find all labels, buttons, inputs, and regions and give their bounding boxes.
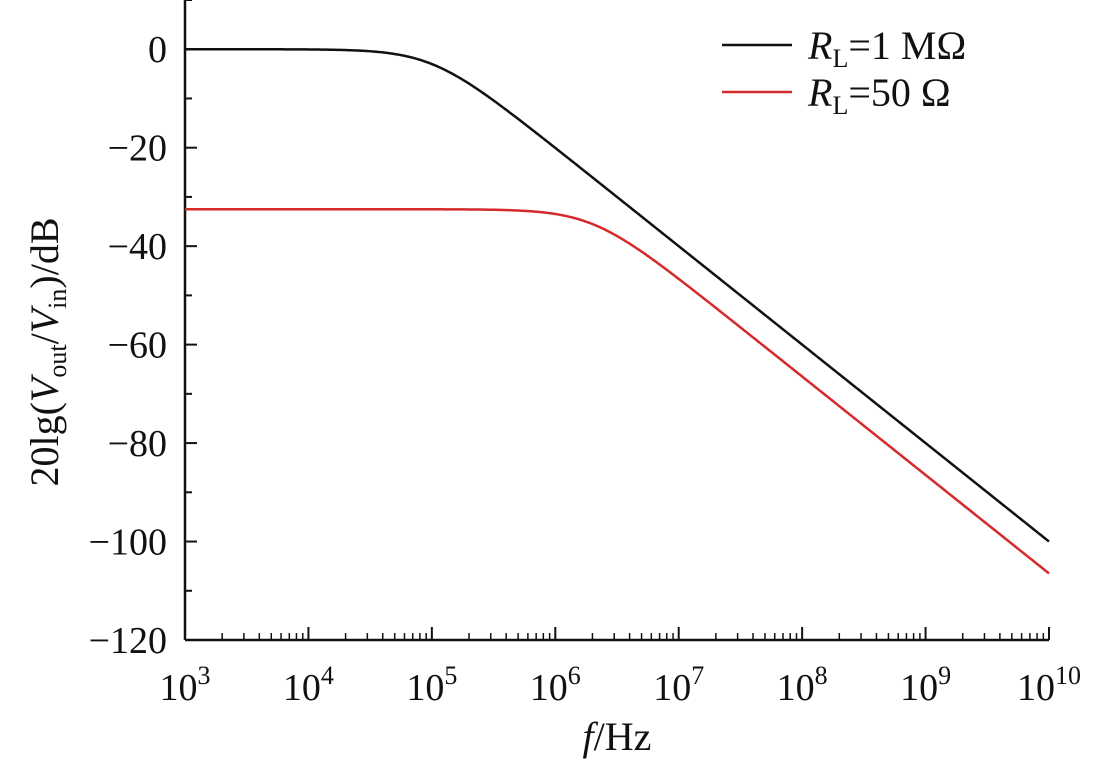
y-tick-label: −40 — [108, 226, 167, 268]
x-tick-exponent: 7 — [691, 661, 704, 690]
y-tick-label: −120 — [89, 620, 167, 662]
x-tick-label: 104 — [283, 661, 334, 709]
y-title-v1: V — [22, 373, 67, 402]
x-tick-label: 108 — [777, 661, 828, 709]
x-axis-title: f/Hz — [583, 714, 652, 759]
y-title-slash: / — [22, 332, 67, 344]
x-tick-exponent: 3 — [198, 661, 211, 690]
x-tick-base: 10 — [653, 667, 691, 709]
x-tick-base: 10 — [406, 667, 444, 709]
x-tick-label: 107 — [653, 661, 704, 709]
y-tick-label: −60 — [108, 325, 167, 367]
x-tick-exponent: 4 — [321, 661, 334, 690]
y-tick-label: 0 — [148, 29, 167, 71]
series-line-rl-1mohm — [185, 47, 1050, 543]
x-tick-base: 10 — [160, 667, 198, 709]
x-tick-labels: 103 104 105 106 107 108 109 1010 — [160, 661, 1082, 709]
y-title-v2: V — [22, 304, 67, 333]
x-tick-label: 103 — [160, 661, 211, 709]
x-tick-exponent: 9 — [938, 661, 951, 690]
y-tick-label: −20 — [108, 128, 167, 170]
x-tick-exponent: 5 — [444, 661, 457, 690]
y-tick-labels: 0 −20 −40 −60 −80 −100 −120 — [89, 29, 167, 662]
y-title-prefix: 20lg( — [22, 402, 67, 486]
x-tick-label: 109 — [900, 661, 951, 709]
x-tick-base: 10 — [900, 667, 938, 709]
legend-1-var: R — [807, 23, 832, 68]
y-title-sub-out: out — [43, 344, 72, 378]
legend-label-rl-50ohm: RL=50 Ω — [807, 70, 951, 120]
axes — [183, 0, 1050, 642]
y-axis-title: 20lg(Vout/Vin)/dB — [22, 217, 72, 486]
legend-1-rest: =1 MΩ — [848, 23, 966, 68]
y-title-suffix: )/dB — [22, 217, 67, 288]
legend-label-rl-1mohm: RL=1 MΩ — [807, 23, 966, 73]
x-tick-base: 10 — [1017, 667, 1055, 709]
x-tick-label: 105 — [406, 661, 457, 709]
x-tick-base: 10 — [530, 667, 568, 709]
y-tick-label: −80 — [108, 423, 167, 465]
x-tick-base: 10 — [777, 667, 815, 709]
x-tick-label: 1010 — [1017, 661, 1081, 709]
series-line-rl-50ohm — [185, 207, 1050, 575]
x-tick-base: 10 — [283, 667, 321, 709]
x-minor-ticks — [221, 633, 1045, 640]
x-tick-exponent: 6 — [568, 661, 581, 690]
x-tick-exponent: 8 — [815, 661, 828, 690]
y-tick-label: −100 — [89, 522, 167, 564]
x-tick-label: 106 — [530, 661, 581, 709]
x-title-unit: /Hz — [594, 714, 652, 759]
curves — [185, 47, 1050, 575]
y-title-sub-in: in — [43, 289, 72, 309]
legend: RL=1 MΩ RL=50 Ω — [722, 23, 966, 120]
legend-2-rest: =50 Ω — [848, 70, 950, 115]
legend-1-sub: L — [832, 44, 848, 73]
x-tick-exponent: 10 — [1055, 661, 1081, 690]
legend-2-var: R — [807, 70, 832, 115]
legend-2-sub: L — [832, 91, 848, 120]
